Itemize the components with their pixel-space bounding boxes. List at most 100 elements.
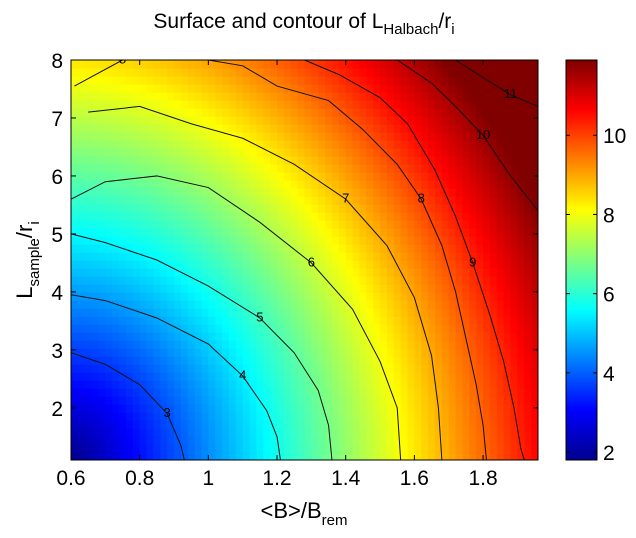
colorbar-tick-label: 6 — [603, 284, 615, 307]
heatmap-cell — [242, 124, 251, 133]
heatmap-cell — [386, 316, 395, 325]
heatmap-cell — [242, 324, 251, 333]
heatmap-cell — [448, 404, 457, 413]
heatmap-cell — [331, 332, 340, 341]
heatmap-cell — [531, 252, 538, 261]
heatmap-cell — [146, 436, 155, 445]
heatmap-cell — [428, 436, 436, 445]
heatmap-cell — [174, 412, 182, 421]
heatmap-cell — [373, 172, 381, 181]
heatmap-cell — [201, 428, 209, 437]
heatmap-cell — [256, 244, 264, 253]
heatmap-cell — [77, 228, 86, 237]
heatmap-cell — [434, 196, 443, 205]
heatmap-cell — [407, 428, 415, 437]
heatmap-cell — [119, 172, 127, 181]
heatmap-cell — [263, 196, 271, 205]
heatmap-cell — [208, 172, 216, 181]
heatmap-cell — [228, 180, 237, 189]
heatmap-cell — [249, 84, 258, 93]
heatmap-cell — [524, 428, 532, 437]
heatmap-cell — [400, 420, 409, 429]
heatmap-cell — [489, 204, 498, 213]
heatmap-cell — [277, 148, 285, 157]
heatmap-cell — [91, 356, 100, 365]
heatmap-cell — [345, 316, 354, 325]
heatmap-cell — [311, 300, 319, 309]
heatmap-cell — [393, 140, 402, 149]
colorbar-tick-label: 4 — [603, 363, 615, 386]
heatmap-cell — [304, 324, 312, 333]
heatmap-cell — [462, 228, 470, 237]
heatmap-cell — [400, 300, 409, 309]
heatmap-surface — [71, 60, 538, 460]
heatmap-cell — [531, 332, 538, 341]
heatmap-cell — [228, 116, 237, 125]
heatmap-cell — [222, 452, 230, 460]
heatmap-cell — [146, 252, 155, 261]
heatmap-cell — [448, 92, 457, 101]
heatmap-cell — [421, 308, 429, 317]
heatmap-cell — [180, 164, 189, 173]
heatmap-cell — [119, 180, 127, 189]
heatmap-cell — [407, 204, 415, 213]
heatmap-cell — [242, 388, 251, 397]
heatmap-cell — [318, 452, 326, 460]
heatmap-cell — [112, 196, 120, 205]
heatmap-cell — [153, 388, 161, 397]
heatmap-cell — [311, 276, 319, 285]
heatmap-cell — [194, 292, 203, 301]
heatmap-cell — [201, 164, 209, 173]
heatmap-cell — [428, 452, 436, 460]
heatmap-cell — [146, 316, 155, 325]
heatmap-cell — [331, 300, 340, 309]
heatmap-cell — [187, 452, 196, 460]
heatmap-cell — [153, 404, 161, 413]
heatmap-cell — [201, 356, 209, 365]
heatmap-cell — [455, 164, 464, 173]
heatmap-cell — [503, 220, 512, 229]
heatmap-cell — [510, 84, 518, 93]
heatmap-cell — [98, 332, 106, 341]
heatmap-cell — [476, 300, 484, 309]
heatmap-cell — [256, 124, 264, 133]
heatmap-cell — [524, 268, 532, 277]
heatmap-cell — [331, 444, 340, 453]
heatmap-cell — [222, 212, 230, 221]
heatmap-cell — [180, 132, 189, 141]
heatmap-cell — [386, 420, 395, 429]
heatmap-cell — [304, 316, 312, 325]
heatmap-cell — [153, 292, 161, 301]
heatmap-cell — [393, 212, 402, 221]
heatmap-cell — [263, 108, 271, 117]
heatmap-cell — [318, 212, 326, 221]
heatmap-cell — [187, 76, 196, 85]
heatmap-cell — [400, 324, 409, 333]
heatmap-cell — [194, 164, 203, 173]
heatmap-cell — [304, 444, 312, 453]
heatmap-cell — [222, 372, 230, 381]
heatmap-cell — [407, 436, 415, 445]
heatmap-cell — [146, 260, 155, 269]
heatmap-cell — [194, 372, 203, 381]
heatmap-cell — [132, 388, 141, 397]
heatmap-cell — [119, 340, 127, 349]
heatmap-cell — [489, 164, 498, 173]
heatmap-cell — [462, 116, 470, 125]
heatmap-cell — [256, 188, 264, 197]
heatmap-cell — [201, 196, 209, 205]
heatmap-cell — [407, 396, 415, 405]
heatmap-cell — [400, 268, 409, 277]
heatmap-cell — [345, 196, 354, 205]
x-tick-label: 1.4 — [331, 467, 361, 490]
heatmap-cell — [180, 412, 189, 421]
heatmap-cell — [489, 372, 498, 381]
heatmap-cell — [380, 92, 388, 101]
heatmap-cell — [393, 372, 402, 381]
heatmap-cell — [242, 140, 251, 149]
heatmap-cell — [71, 340, 79, 349]
heatmap-cell — [249, 380, 258, 389]
heatmap-cell — [400, 76, 409, 85]
heatmap-cell — [393, 436, 402, 445]
heatmap-cell — [441, 332, 450, 341]
